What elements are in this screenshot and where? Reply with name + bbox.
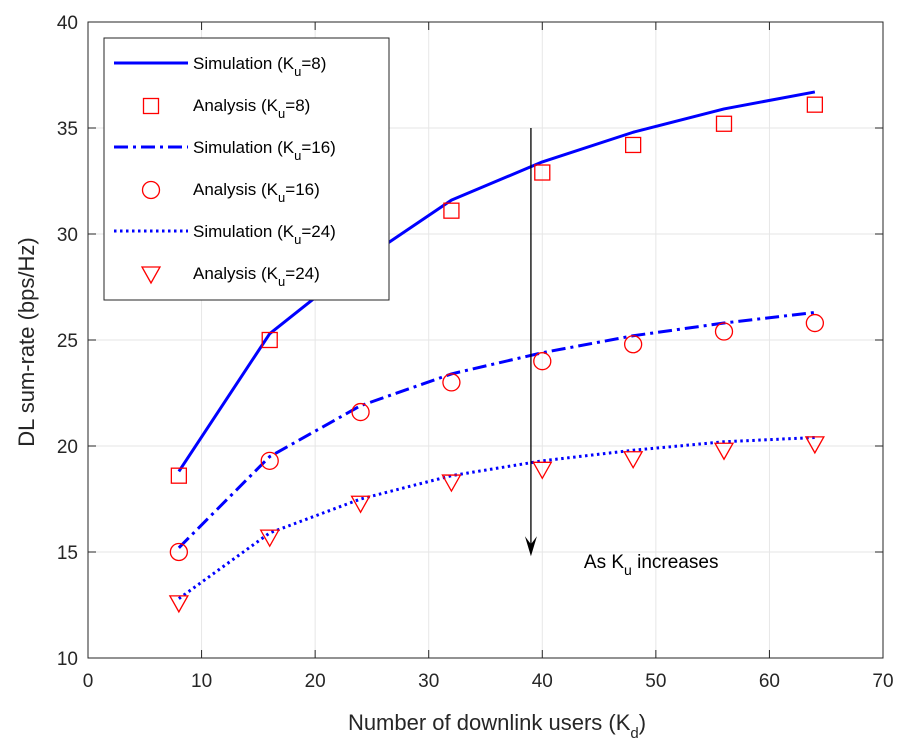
x-tick-label: 70: [872, 671, 893, 692]
x-tick-label: 60: [759, 671, 780, 692]
series-2: [177, 310, 816, 549]
legend-item: Analysis (Ku=16): [141, 180, 320, 205]
y-tick-label: 35: [57, 119, 78, 140]
triangle-marker: [804, 436, 825, 455]
square-marker: [534, 164, 551, 181]
legend-item: Simulation (Ku=8): [114, 54, 326, 79]
series-line: [177, 436, 815, 600]
series-5: [168, 436, 825, 614]
triangle-marker: [259, 529, 280, 548]
circle-marker: [351, 402, 370, 422]
series-4: [177, 436, 815, 600]
x-tick-label: 50: [645, 671, 666, 692]
legend-label: Analysis (Ku=16): [193, 180, 320, 205]
legend-item: Analysis (Ku=8): [142, 96, 310, 121]
annotation-arrow-head: [524, 536, 537, 557]
y-axis-label: DL sum-rate (bps/Hz): [14, 237, 39, 446]
x-tick-label: 10: [191, 671, 212, 692]
y-tick-label: 10: [57, 649, 78, 670]
square-marker: [170, 467, 188, 484]
legend-label: Simulation (Ku=8): [193, 54, 326, 79]
circle-marker: [141, 180, 161, 200]
square-marker: [142, 97, 160, 115]
series-line: [177, 90, 816, 473]
legend-item: Simulation (Ku=24): [114, 222, 336, 247]
circle-marker: [169, 542, 189, 562]
y-tick-label: 30: [57, 225, 78, 246]
x-tick-label: 20: [305, 671, 326, 692]
series-line: [177, 310, 816, 549]
legend-item: Analysis (Ku=24): [140, 264, 320, 289]
x-tick-label: 40: [532, 671, 553, 692]
x-axis-label: Number of downlink users (Kd): [348, 710, 646, 742]
legend-label: Analysis (Ku=24): [193, 264, 320, 289]
triangle-marker: [350, 495, 371, 514]
triangle-marker: [140, 266, 162, 285]
square-marker: [806, 96, 824, 113]
square-marker: [624, 136, 642, 154]
circle-marker: [623, 335, 643, 354]
series-0: [177, 90, 816, 473]
y-tick-label: 15: [57, 543, 78, 564]
square-marker: [261, 331, 278, 349]
triangle-marker: [713, 442, 735, 461]
circle-marker: [260, 451, 279, 470]
triangle-marker: [168, 595, 189, 614]
legend-label: Simulation (Ku=24): [193, 222, 336, 247]
legend-item: Simulation (Ku=16): [114, 138, 336, 163]
legend-label: Analysis (Ku=8): [193, 96, 310, 121]
x-tick-label: 0: [83, 671, 94, 692]
series-3: [169, 313, 825, 562]
circle-marker: [442, 373, 461, 392]
legend: Simulation (Ku=8) Analysis (Ku=8) Simulati…: [103, 37, 390, 301]
circle-marker: [805, 313, 825, 333]
annotation: As Ku increases: [524, 128, 719, 578]
x-tick-label: 30: [418, 671, 439, 692]
y-tick-label: 40: [57, 13, 78, 34]
legend-box: [103, 37, 390, 301]
triangle-marker: [623, 451, 644, 470]
square-marker: [443, 202, 460, 219]
y-tick-label: 20: [57, 437, 78, 458]
triangle-marker: [532, 461, 553, 480]
circle-marker: [533, 352, 552, 371]
square-marker: [715, 115, 733, 132]
circle-marker: [714, 322, 734, 341]
legend-label: Simulation (Ku=16): [193, 138, 336, 163]
annotation-text: As Ku increases: [584, 552, 719, 578]
triangle-marker: [441, 474, 462, 493]
y-tick-label: 25: [57, 331, 78, 352]
